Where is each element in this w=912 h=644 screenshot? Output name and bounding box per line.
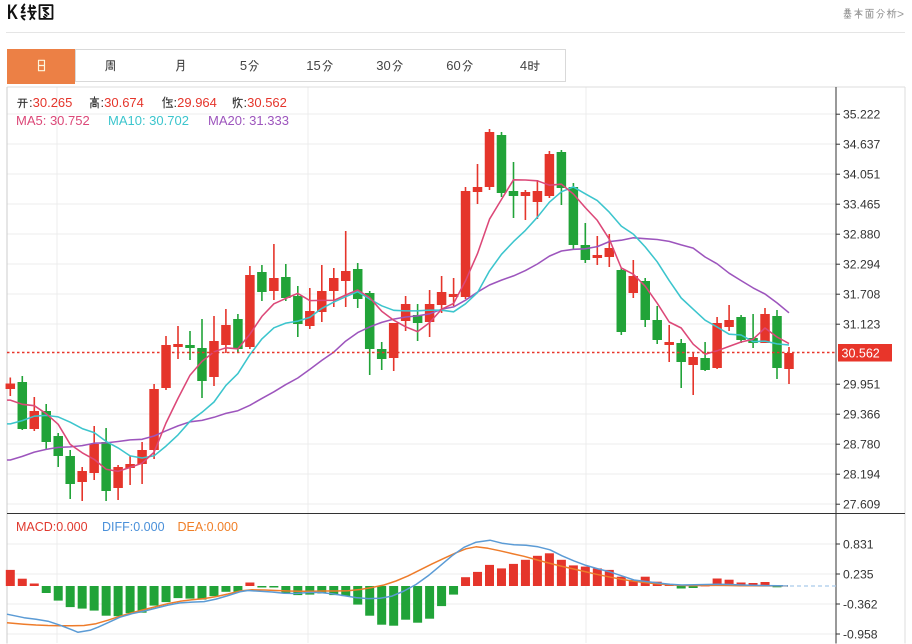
svg-text:-0.362: -0.362 <box>843 598 878 612</box>
svg-text:28.194: 28.194 <box>843 468 880 482</box>
svg-text:-0.958: -0.958 <box>843 628 878 642</box>
svg-text:27.609: 27.609 <box>843 498 880 512</box>
svg-text:28.780: 28.780 <box>843 438 880 452</box>
svg-text:35.222: 35.222 <box>843 108 880 122</box>
svg-text:32.294: 32.294 <box>843 258 880 272</box>
svg-text:0.235: 0.235 <box>843 568 874 582</box>
svg-text:31.708: 31.708 <box>843 288 880 302</box>
svg-text:34.637: 34.637 <box>843 138 880 152</box>
svg-text:32.880: 32.880 <box>843 228 880 242</box>
svg-text:30.562: 30.562 <box>842 346 880 360</box>
svg-text:29.366: 29.366 <box>843 408 880 422</box>
svg-text:34.051: 34.051 <box>843 168 880 182</box>
svg-text:31.123: 31.123 <box>843 318 880 332</box>
svg-text:0.831: 0.831 <box>843 538 874 552</box>
svg-text:33.465: 33.465 <box>843 198 880 212</box>
svg-text:29.951: 29.951 <box>843 378 880 392</box>
